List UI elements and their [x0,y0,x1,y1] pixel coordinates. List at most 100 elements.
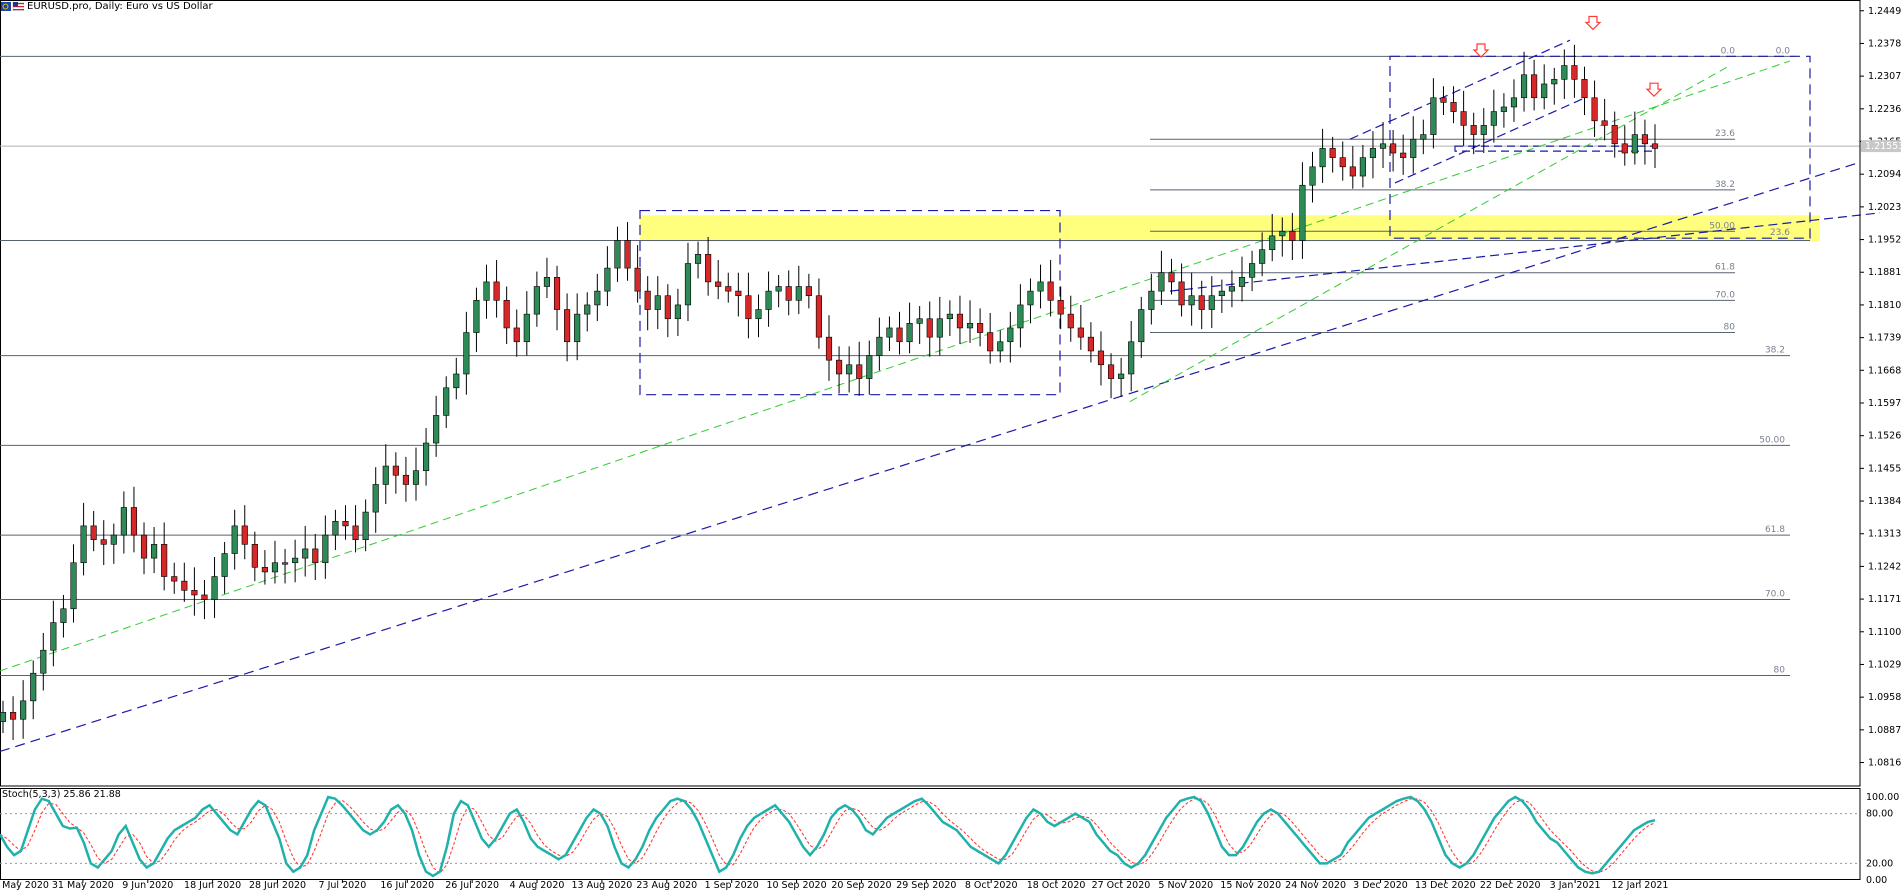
candle-body [1490,111,1497,126]
candle [836,346,843,394]
candle [916,306,923,345]
candle [896,311,903,355]
candle-body [1621,143,1628,154]
candle-body [453,373,460,389]
candle [634,245,641,303]
candle [1077,304,1084,350]
candle-body [956,313,964,329]
candle [1107,353,1115,399]
candle-body [1379,143,1387,149]
candle-body [1450,102,1457,112]
candle-body [856,364,863,379]
candle-body [614,240,621,269]
stoch-axis-label: 20.00 [1866,858,1893,869]
candle-body [916,318,923,324]
candle-body [140,534,148,559]
candle [936,296,943,356]
price-axis-label: 1.16680 [1868,365,1901,376]
candle-body [423,442,430,471]
candle-body [352,525,359,541]
candle [433,395,440,457]
candle [543,257,551,299]
candle-body [1138,309,1145,343]
candle [1218,279,1225,313]
candle-body [1118,373,1125,379]
candle [453,357,460,400]
candle [1641,119,1648,165]
candle [1057,286,1064,330]
candle [866,340,873,395]
green-trendline [0,60,1791,672]
candle [1621,125,1628,166]
time-axis-label: 18 Jun 2020 [184,880,241,890]
candle-body [977,323,984,333]
price-axis-label: 1.10290 [1868,659,1901,670]
candle [191,567,198,616]
candle-body [281,562,289,565]
candle [161,522,168,591]
time-axis-label: 16 Jul 2020 [380,880,434,890]
fib-label-right: 61.8 [1715,263,1735,273]
candle-body [412,470,420,485]
price-axis-label: 1.18810 [1868,267,1901,278]
price-axis-label: 1.22360 [1868,104,1901,115]
candle [281,548,289,584]
candle [1249,250,1256,292]
candle [765,271,772,327]
candle [1571,44,1578,98]
stoch-axis-label: 100.00 [1866,792,1899,803]
time-axis-label: 22 Dec 2020 [1480,880,1541,890]
candle-body [1097,350,1105,366]
candle [1400,134,1407,175]
candle [211,556,218,618]
fib-label-right: 80 [1724,323,1736,333]
candle [332,509,339,551]
candle [876,317,883,371]
candle-body [1107,364,1115,379]
candle-body [60,608,67,623]
candle [60,594,67,638]
candle [1591,80,1598,137]
candle-body [271,562,279,573]
price-axis-label: 1.23070 [1868,71,1901,82]
candle [130,486,138,553]
price-axis-label: 1.18100 [1868,300,1901,311]
time-axis-label: 3 Jan 2021 [1550,880,1601,890]
candle [20,680,27,739]
candle [221,542,228,594]
candle [1450,86,1457,124]
candle-body [1541,83,1548,99]
candle [523,291,530,356]
candle-body [1178,281,1185,306]
candle [241,505,248,560]
price-axis-label: 1.20230 [1868,202,1901,213]
candle-body [1128,341,1135,375]
candle [825,315,833,381]
candle [392,452,399,494]
price-axis-label: 1.17390 [1868,333,1901,344]
candle-body [1470,125,1477,135]
candle [1007,311,1014,363]
time-axis-label: 24 Nov 2020 [1285,880,1346,890]
candle-body [292,557,299,564]
candle-body [654,295,661,310]
candle-body [30,672,37,702]
candle [1369,131,1377,179]
candle [1601,98,1608,141]
candle [846,346,853,393]
stoch-signal-line [0,798,1656,874]
candle [140,522,148,575]
candle-body [1228,286,1235,292]
candle [1027,278,1034,324]
candle [70,544,77,623]
candle-body [755,309,762,320]
channel-top [1349,39,1571,140]
candle-body [574,313,581,343]
candle [1500,93,1507,128]
candle-body [1309,166,1316,186]
candle-body [1581,79,1588,99]
candle [1510,79,1518,122]
price-axis-label: 1.23780 [1868,38,1901,49]
